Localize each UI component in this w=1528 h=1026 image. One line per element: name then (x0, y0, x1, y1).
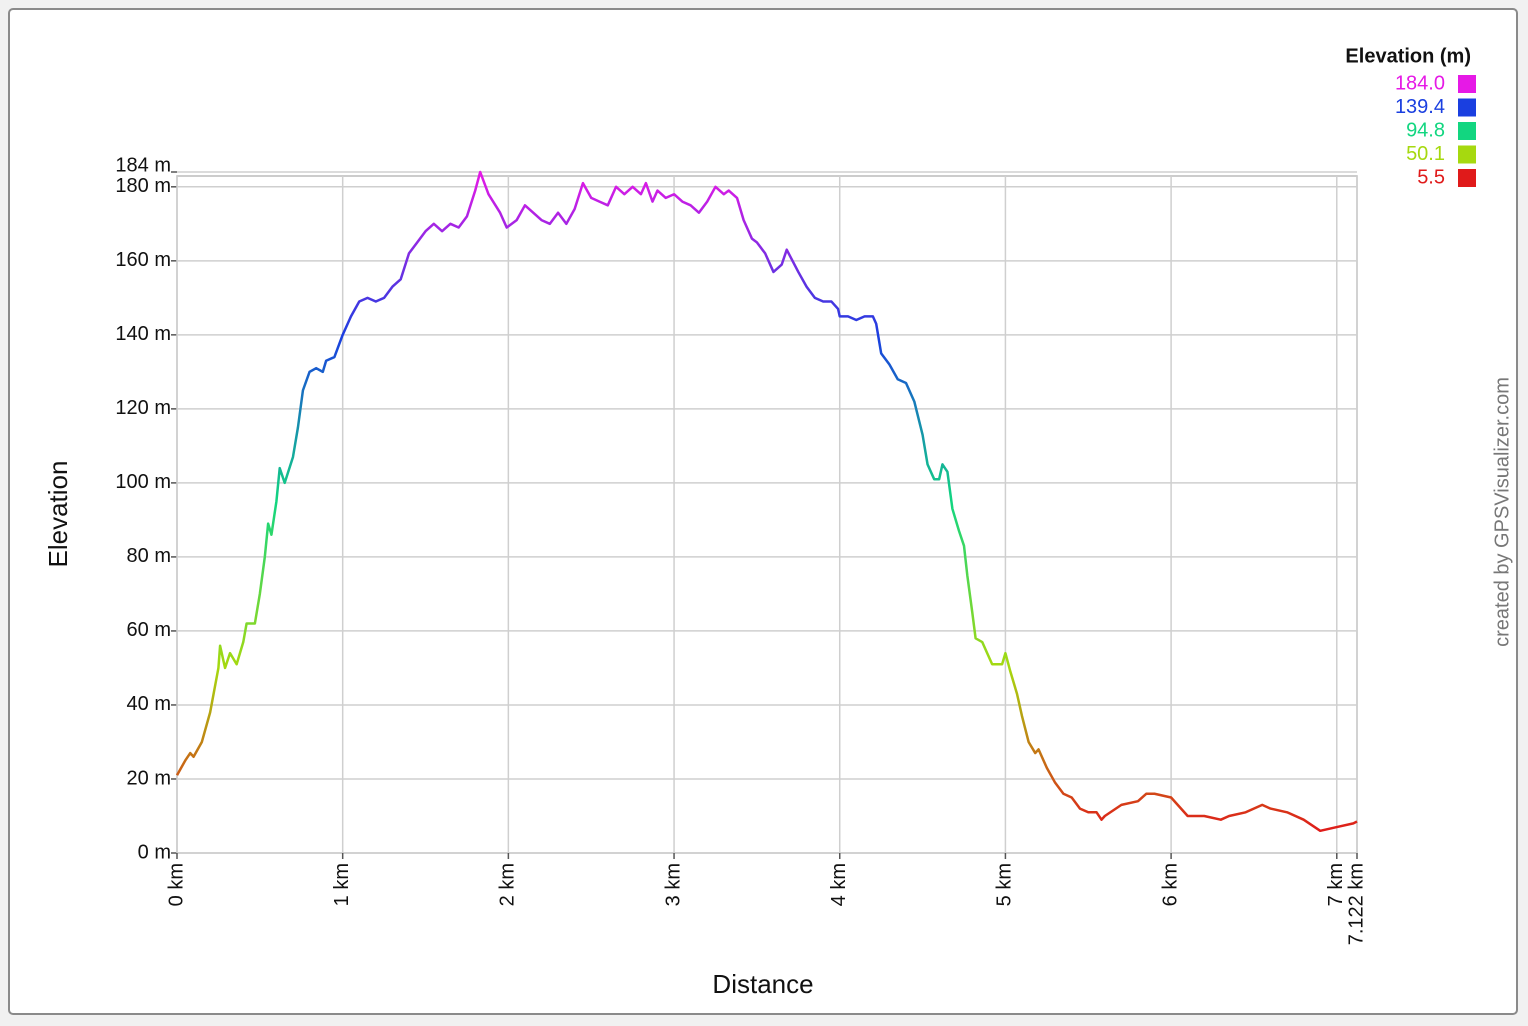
y-tick-label: 20 m (127, 767, 171, 789)
x-tick-label: 7 km (1325, 863, 1347, 906)
y-tick-label: 180 m (115, 175, 171, 197)
legend-label: 184.0 (1395, 72, 1445, 94)
legend-swatch (1458, 122, 1476, 140)
y-axis-title: Elevation (43, 461, 73, 568)
x-tick-label: 5 km (994, 863, 1016, 906)
y-tick-label: 100 m (115, 471, 171, 493)
legend-label: 50.1 (1406, 143, 1445, 165)
y-tick-label: 140 m (115, 323, 171, 345)
y-tick-label: 80 m (127, 545, 171, 567)
y-tick-label: 184 m (115, 154, 171, 176)
y-tick-label: 60 m (127, 619, 171, 641)
x-axis-title: Distance (712, 969, 813, 999)
legend-swatch (1458, 98, 1476, 117)
plot-area (176, 175, 1358, 854)
y-tick-label: 120 m (115, 397, 171, 419)
x-tick-label: 3 km (662, 863, 684, 906)
legend-label: 5.5 (1417, 166, 1445, 188)
elevation-line (175, 170, 1358, 833)
legend-swatch (1458, 169, 1476, 187)
legend-label: 94.8 (1406, 119, 1445, 141)
legend-swatch (1458, 75, 1476, 93)
legend-label: 139.4 (1395, 96, 1445, 118)
x-tick-label: 6 km (1159, 863, 1181, 906)
x-tick-label: 7.122 km (1345, 863, 1367, 945)
x-tick-label: 4 km (828, 863, 850, 906)
y-tick-label: 40 m (127, 693, 171, 715)
x-tick-label: 0 km (165, 863, 187, 906)
legend-title: Elevation (m) (1345, 45, 1471, 67)
y-tick-label: 160 m (115, 249, 171, 271)
x-tick-label: 2 km (497, 863, 519, 906)
x-tick-label: 1 km (331, 863, 353, 906)
y-tick-label: 0 m (138, 841, 171, 863)
credit: created by GPSVisualizer.com (1491, 377, 1513, 647)
legend-swatch (1458, 145, 1476, 164)
